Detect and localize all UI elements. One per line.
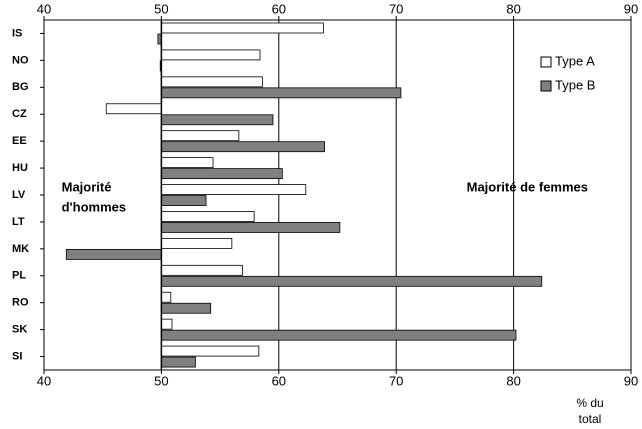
annotation: Majorité de femmes	[467, 179, 588, 194]
bar	[105, 103, 162, 115]
legend-label: Type A	[555, 53, 595, 68]
x-tick-label: 40	[37, 373, 51, 388]
y-tick-label: EE	[12, 135, 27, 147]
bar	[160, 302, 212, 314]
y-tick-label: NO	[12, 54, 29, 66]
x-tick-label: 80	[506, 1, 520, 16]
legend-swatch	[540, 56, 552, 68]
x-tick-label: 50	[154, 373, 168, 388]
bar	[160, 237, 233, 249]
x-tick-label: 70	[389, 373, 403, 388]
y-tick-label: MK	[12, 243, 29, 255]
x-axis-label: % du	[576, 396, 603, 410]
x-tick-label: 60	[272, 373, 286, 388]
x-tick-label: 90	[624, 373, 638, 388]
bar	[160, 275, 543, 287]
x-tick-label: 70	[389, 1, 403, 16]
bar	[160, 76, 263, 88]
bar	[160, 114, 274, 126]
bar	[160, 87, 402, 99]
bar	[160, 222, 341, 233]
bar	[160, 22, 324, 34]
y-tick-label: BG	[12, 81, 29, 93]
y-tick-label: HU	[12, 162, 28, 174]
legend-swatch	[540, 80, 552, 92]
bar	[160, 157, 214, 169]
annotation: Majorité	[62, 179, 112, 194]
bar	[160, 211, 255, 222]
y-tick-label: SI	[12, 350, 22, 362]
bar	[160, 141, 325, 153]
x-tick-label: 90	[624, 1, 638, 16]
x-axis-label: total	[579, 412, 602, 426]
x-tick-label: 50	[154, 1, 168, 16]
x-tick-label: 40	[37, 1, 51, 16]
bar	[160, 130, 240, 142]
y-tick-label: SK	[12, 324, 27, 336]
bar	[160, 264, 243, 276]
bar	[160, 345, 260, 357]
bar	[160, 168, 283, 180]
bar	[160, 318, 173, 330]
y-tick-label: PL	[12, 270, 26, 282]
bar	[160, 49, 261, 61]
y-tick-label: RO	[12, 297, 29, 309]
bar	[160, 184, 307, 195]
legend-label: Type B	[555, 77, 595, 92]
y-tick-label: LT	[12, 216, 25, 228]
bar	[160, 195, 207, 206]
plot-area	[43, 19, 632, 371]
y-tick-label: LV	[12, 189, 26, 201]
y-tick-label: IS	[12, 27, 22, 39]
x-tick-label: 80	[506, 373, 520, 388]
bar	[160, 329, 517, 341]
annotation: d'hommes	[62, 199, 127, 214]
x-tick-label: 60	[272, 1, 286, 16]
y-tick-label: CZ	[12, 108, 27, 120]
bar	[65, 248, 162, 260]
bar	[160, 356, 196, 368]
bar	[160, 291, 172, 303]
